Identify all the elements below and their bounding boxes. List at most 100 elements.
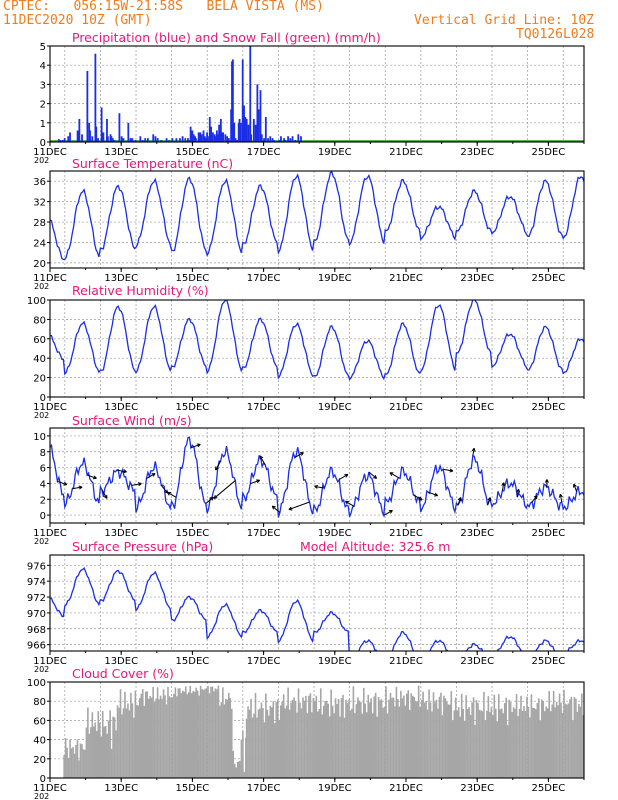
- cloud-bar: [321, 714, 324, 778]
- precip-bar: [297, 134, 300, 142]
- cloud-bar: [529, 717, 531, 778]
- cloud-bar: [324, 701, 327, 778]
- x-tick-label: 21DEC: [389, 402, 423, 413]
- cloud-bar: [478, 710, 481, 778]
- cloud-bar: [499, 709, 502, 778]
- cloud-bar: [361, 713, 364, 778]
- cloud-bar: [342, 694, 344, 778]
- cloud-bar: [173, 693, 175, 778]
- cloud-bar: [527, 707, 530, 778]
- cloud-bar: [358, 700, 361, 778]
- panel-title: Surface Temperature (nC): [72, 156, 233, 171]
- cloud-bar: [432, 692, 435, 778]
- x-tick-label: 21DEC: [389, 273, 423, 284]
- x-tick-label: 11DEC: [33, 402, 67, 413]
- cloud-bar: [170, 697, 172, 778]
- precip-bar: [134, 140, 137, 142]
- cloud-bar: [348, 699, 350, 778]
- cloud-bar: [502, 713, 505, 778]
- cloud-bar: [156, 687, 159, 778]
- cloud-bar: [376, 716, 378, 778]
- precip-bar: [62, 140, 64, 142]
- cloud-bar: [85, 727, 88, 778]
- cloud-bar: [468, 707, 470, 778]
- cloud-bar: [115, 730, 117, 778]
- x-tick-label: 13DEC: [104, 273, 138, 284]
- year-label: 202: [34, 665, 49, 674]
- y-tick-label: 80: [33, 315, 46, 326]
- cloud-bar: [530, 694, 533, 778]
- cloud-bar: [542, 701, 545, 778]
- plot-area: [63, 685, 592, 778]
- precip-bar: [110, 136, 113, 142]
- cloud-bar: [125, 708, 128, 778]
- x-tick-label: 17DEC: [247, 147, 281, 158]
- precip-bar: [287, 136, 289, 142]
- cloud-bar: [493, 694, 496, 778]
- precip-bar: [226, 136, 229, 142]
- cloud-bar: [233, 763, 236, 778]
- precip-bar: [233, 122, 236, 142]
- cloud-bar: [517, 716, 519, 778]
- precip-bar: [160, 140, 163, 142]
- precip-bar: [106, 136, 109, 142]
- cloud-bar: [549, 711, 552, 778]
- precip-bar: [264, 117, 267, 142]
- x-tick-label: 13DEC: [104, 656, 138, 667]
- wind-arrow: [501, 482, 506, 491]
- cloud-bar: [299, 702, 301, 778]
- cloud-bar: [317, 711, 319, 778]
- precip-bar: [284, 140, 287, 142]
- cloud-bar: [232, 750, 235, 778]
- cloud-bar: [103, 726, 105, 778]
- x-tick-label: 25DEC: [532, 528, 566, 539]
- precip-bar: [263, 138, 265, 142]
- cloud-bar: [552, 690, 555, 778]
- precip-bar: [289, 138, 292, 142]
- precip-bar: [175, 138, 178, 142]
- precip-bar: [58, 139, 60, 142]
- cloud-bar: [164, 695, 166, 778]
- cloud-bar: [590, 707, 592, 778]
- precip-bar: [208, 117, 211, 142]
- cloud-bar: [394, 706, 396, 778]
- precip-bar: [76, 130, 79, 142]
- cloud-bar: [140, 693, 143, 778]
- cloud-bar: [183, 691, 186, 778]
- cloud-bar: [243, 772, 246, 778]
- x-tick-label: 25DEC: [532, 783, 566, 794]
- wind-arrow-shaft: [101, 489, 108, 499]
- cloud-bar: [526, 696, 528, 778]
- precip-bar: [197, 132, 200, 142]
- x-tick-label: 15DEC: [176, 528, 210, 539]
- cloud-bar: [242, 730, 244, 778]
- cloud-bar: [419, 707, 421, 778]
- wind-arrow-shaft: [559, 494, 563, 503]
- precip-bar: [144, 138, 147, 142]
- precip-bar: [257, 109, 260, 142]
- cloud-bar: [417, 685, 420, 778]
- cloud-bar: [567, 703, 570, 778]
- wind-arrow-head: [123, 469, 127, 474]
- cloud-bar: [551, 704, 553, 778]
- cloud-bar: [558, 693, 561, 778]
- precip-bar: [89, 130, 91, 142]
- wind-arrow-shaft: [271, 505, 281, 513]
- cloud-bar: [287, 687, 289, 778]
- cloud-bar: [104, 725, 107, 778]
- wind-arrow-head: [345, 500, 349, 505]
- cloud-bar: [334, 698, 337, 778]
- cloud-bar: [253, 713, 255, 778]
- cloud-bar: [373, 696, 375, 778]
- cloud-bar: [435, 699, 438, 778]
- wind-arrow-head: [215, 466, 219, 471]
- cloud-bar: [444, 698, 447, 778]
- cloud-bar: [134, 690, 137, 778]
- cloud-bar: [587, 712, 589, 778]
- cloud-bar: [447, 704, 450, 778]
- wind-arrow-head: [389, 472, 394, 476]
- precip-bar: [168, 140, 171, 142]
- cloud-bar: [205, 688, 208, 778]
- cloud-bar: [477, 702, 479, 778]
- cloud-bar: [472, 697, 475, 778]
